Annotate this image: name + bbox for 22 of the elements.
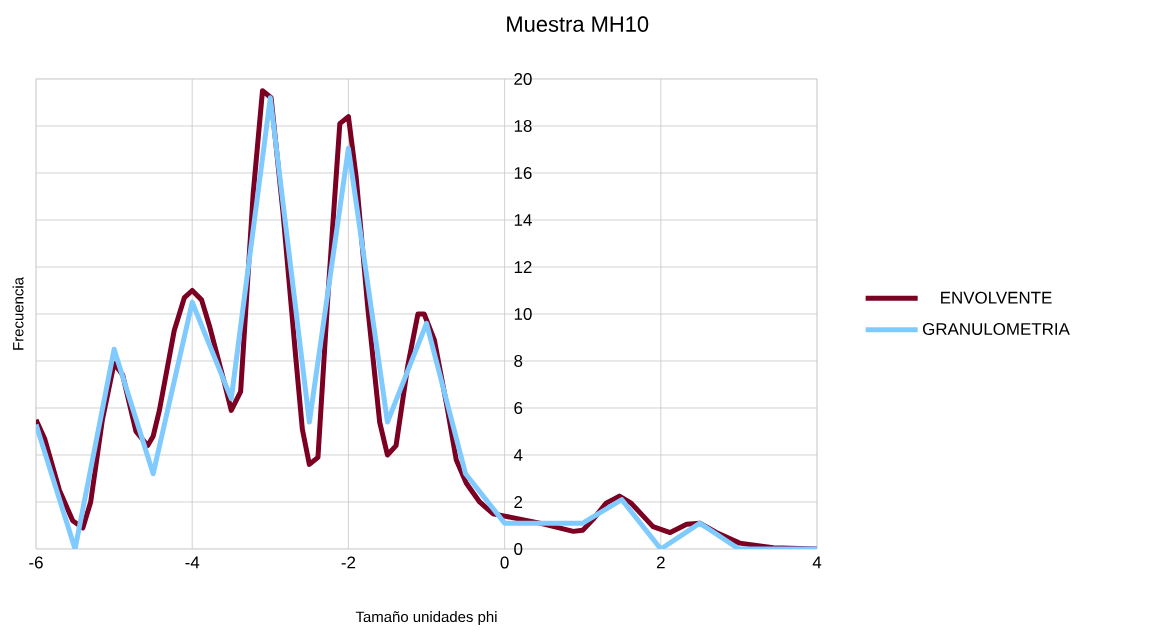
x-tick-label: 0 [500, 556, 509, 569]
y-tick-label: 6 [514, 401, 523, 414]
y-tick-label: 4 [513, 449, 523, 461]
y-tick-label: 16 [514, 166, 532, 179]
x-axis-title: Tamaño unidades phi [355, 611, 497, 626]
y-tick-label: 8 [514, 354, 523, 367]
y-tick-label: 12 [514, 261, 532, 273]
y-tick-label: 0 [514, 542, 523, 555]
y-tick-label: 2 [514, 496, 523, 508]
y-tick-label: 20 [514, 72, 532, 85]
x-tick-label: -2 [341, 556, 356, 569]
x-tick-label: 4 [812, 556, 822, 569]
chart-title: Muestra MH10 [507, 16, 649, 32]
y-tick-label: 14 [514, 214, 532, 226]
y-axis-title: Frecuencia [12, 277, 24, 350]
x-tick-label: -4 [185, 556, 200, 569]
legend-label: ENVOLVENTE [941, 291, 1052, 304]
y-tick-label: 18 [514, 119, 532, 132]
y-tick-label: 10 [514, 307, 532, 320]
x-tick-label: -6 [29, 556, 43, 569]
legend-label: GRANULOMETRIA [923, 322, 1070, 335]
x-tick-label: 2 [656, 556, 665, 569]
